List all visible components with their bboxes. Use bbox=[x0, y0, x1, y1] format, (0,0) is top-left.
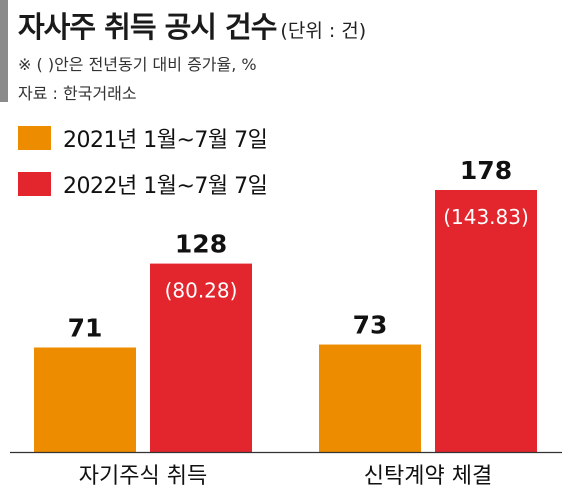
value-label-2-2: 178 bbox=[460, 156, 512, 185]
chart-title-block: 자사주 취득 공시 건수 (단위 : 건) bbox=[18, 4, 366, 46]
growth-label-2-1: (80.28) bbox=[165, 279, 238, 303]
legend-item-2022: 2022년 1월~7월 7일 bbox=[18, 168, 268, 200]
legend-item-2021: 2021년 1월~7월 7일 bbox=[18, 122, 268, 154]
bar-2-2 bbox=[435, 190, 537, 452]
legend-label-2022: 2022년 1월~7월 7일 bbox=[63, 174, 268, 199]
unit-label: (단위 : 건) bbox=[280, 20, 367, 42]
bar-1-2 bbox=[319, 344, 421, 452]
value-label-1-1: 71 bbox=[68, 313, 103, 342]
title-accent-bar bbox=[0, 0, 8, 102]
legend-label-2021: 2021년 1월~7월 7일 bbox=[63, 128, 268, 153]
bar-1-1 bbox=[34, 347, 136, 452]
legend-swatch-2022 bbox=[18, 172, 51, 196]
growth-note: ※ ( )안은 전년동기 대비 증가율, % bbox=[18, 55, 257, 74]
value-label-2-1: 128 bbox=[175, 230, 227, 259]
category-label-1: 자기주식 취득 bbox=[79, 464, 207, 489]
category-label-2: 신탁계약 체결 bbox=[364, 464, 492, 489]
chart-title: 자사주 취득 공시 건수 bbox=[18, 10, 277, 44]
growth-label-2-2: (143.83) bbox=[443, 205, 529, 229]
source-note: 자료 : 한국거래소 bbox=[18, 84, 137, 103]
legend-swatch-2021 bbox=[18, 126, 51, 150]
bar-2-1 bbox=[150, 263, 252, 452]
value-label-1-2: 73 bbox=[353, 311, 388, 340]
